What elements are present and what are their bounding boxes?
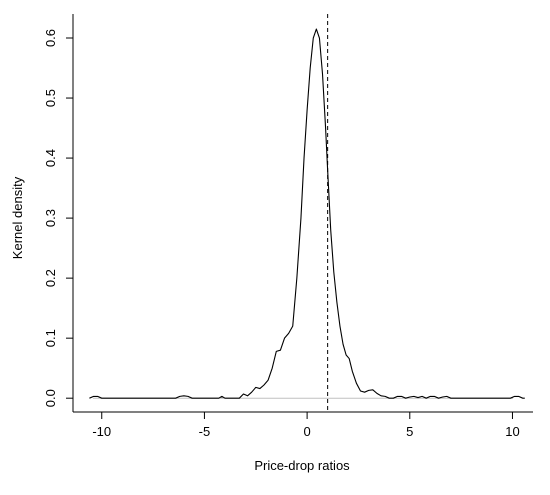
reference-lines <box>93 14 513 412</box>
series-layer <box>89 28 525 399</box>
y-axis-label: Kernel density <box>10 176 25 259</box>
x-tick-label: 0 <box>303 424 310 439</box>
x-tick-label: 10 <box>505 424 519 439</box>
y-tick-label: 0.2 <box>43 269 58 287</box>
y-tick-label: 0.0 <box>43 389 58 407</box>
y-tick-label: 0.4 <box>43 149 58 167</box>
density-curve <box>89 28 525 399</box>
y-tick-label: 0.6 <box>43 29 58 47</box>
y-tick-label: 0.5 <box>43 89 58 107</box>
x-axis-label: Price-drop ratios <box>254 458 350 473</box>
x-tick-label: -10 <box>92 424 111 439</box>
x-tick-label: -5 <box>199 424 211 439</box>
axes-layer: -10 -5 0 5 10 0.0 0.1 0.2 0.3 0.4 0.5 0.6 <box>43 14 533 439</box>
x-tick-label: 5 <box>406 424 413 439</box>
y-tick-label: 0.1 <box>43 329 58 347</box>
y-tick-label: 0.3 <box>43 209 58 227</box>
